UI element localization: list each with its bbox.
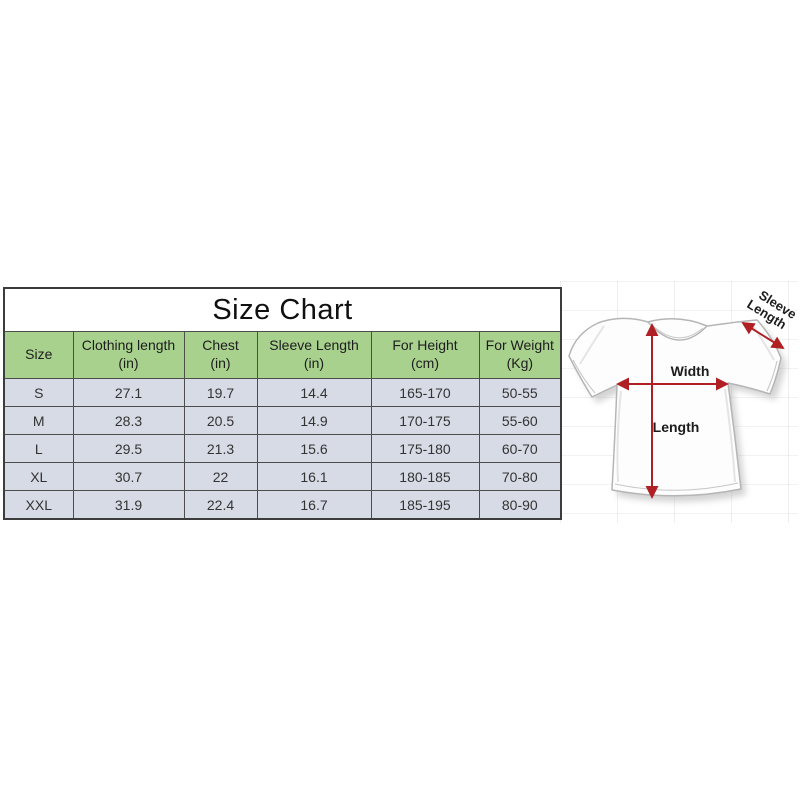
table-cell: 28.3	[72, 406, 185, 435]
column-label: Size	[25, 346, 53, 363]
column-unit: (in)	[210, 355, 231, 371]
col-header-chest: Chest (in)	[183, 331, 258, 379]
table-cell: 21.3	[183, 434, 258, 463]
tshirt-body	[568, 317, 782, 497]
table-cell: 16.1	[256, 462, 372, 491]
table-cell: 80-90	[478, 490, 562, 520]
column-unit: (in)	[118, 355, 139, 371]
table-cell: 50-55	[478, 378, 562, 407]
width-label: Width	[671, 363, 710, 379]
column-label: For Height	[392, 337, 458, 354]
col-header-for-height: For Height (cm)	[370, 331, 480, 379]
column-label: Clothing length	[81, 337, 176, 354]
table-cell: 19.7	[183, 378, 258, 407]
sleeve-length-arrow	[741, 321, 785, 350]
table-cell: 20.5	[183, 406, 258, 435]
length-label: Length	[653, 419, 700, 435]
page-title: Size Chart	[3, 287, 562, 332]
col-header-sleeve-length: Sleeve Length (in)	[256, 331, 372, 379]
table-cell: 14.4	[256, 378, 372, 407]
table-cell: 29.5	[72, 434, 185, 463]
column-label: For Weight	[485, 337, 554, 354]
table-cell: L	[3, 434, 74, 463]
table-cell: 22.4	[183, 490, 258, 520]
tshirt-illustration: Width Length Sleeve Length	[568, 287, 799, 502]
table-cell: M	[3, 406, 74, 435]
table-row-m: M 28.3 20.5 14.9 170-175 55-60	[3, 406, 562, 435]
table-cell: 31.9	[72, 490, 185, 520]
header-row: Size Clothing length (in) Chest (in) Sle…	[3, 331, 562, 379]
column-unit: (cm)	[411, 355, 439, 371]
table-cell: 55-60	[478, 406, 562, 435]
table-row-xxl: XXL 31.9 22.4 16.7 185-195 80-90	[3, 490, 562, 520]
title-row: Size Chart	[3, 287, 562, 332]
table-row-xl: XL 30.7 22 16.1 180-185 70-80	[3, 462, 562, 491]
size-chart-table: Size Chart Size Clothing length (in) Che…	[3, 287, 563, 520]
col-header-for-weight: For Weight (Kg)	[478, 331, 562, 379]
table-cell: 70-80	[478, 462, 562, 491]
tshirt-seams	[572, 359, 778, 491]
table-cell: 16.7	[256, 490, 372, 520]
table-cell: S	[3, 378, 74, 407]
table-cell: 180-185	[370, 462, 480, 491]
table-cell: 15.6	[256, 434, 372, 463]
col-header-clothing-length: Clothing length (in)	[72, 331, 185, 379]
table-row-l: L 29.5 21.3 15.6 175-180 60-70	[3, 434, 562, 463]
column-unit: (Kg)	[506, 355, 534, 371]
table-cell: 185-195	[370, 490, 480, 520]
column-label: Sleeve Length	[269, 337, 359, 354]
table-row-s: S 27.1 19.7 14.4 165-170 50-55	[3, 378, 562, 407]
table-cell: 170-175	[370, 406, 480, 435]
table-cell: XXL	[3, 490, 74, 520]
col-header-size: Size	[3, 331, 74, 379]
table-cell: 30.7	[72, 462, 185, 491]
column-label: Chest	[202, 337, 239, 354]
table-cell: 27.1	[72, 378, 185, 407]
table-cell: 22	[183, 462, 258, 491]
table-cell: 14.9	[256, 406, 372, 435]
table-cell: 175-180	[370, 434, 480, 463]
table-cell: XL	[3, 462, 74, 491]
table-cell: 60-70	[478, 434, 562, 463]
column-unit: (in)	[303, 355, 325, 371]
table-cell: 165-170	[370, 378, 480, 407]
